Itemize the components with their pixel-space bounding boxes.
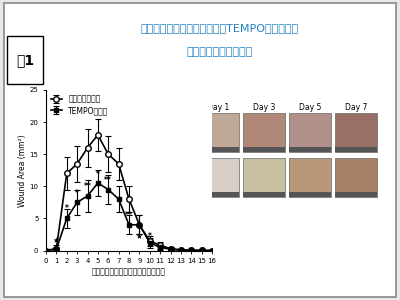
FancyBboxPatch shape [197, 112, 239, 152]
FancyBboxPatch shape [335, 112, 377, 152]
FancyBboxPatch shape [289, 112, 331, 152]
Text: **: ** [104, 176, 112, 185]
Text: *: * [96, 169, 100, 178]
Text: *: * [75, 189, 79, 198]
FancyBboxPatch shape [197, 147, 239, 152]
FancyBboxPatch shape [243, 112, 285, 152]
Legend: コントロール群, TEMPO吸入群: コントロール群, TEMPO吸入群 [50, 94, 109, 116]
Text: Day 7: Day 7 [345, 103, 367, 112]
Text: Day 3: Day 3 [253, 103, 275, 112]
FancyBboxPatch shape [243, 147, 285, 152]
FancyBboxPatch shape [7, 36, 43, 84]
Text: *: * [65, 204, 69, 213]
Text: 揮発性フェロトーシス阻害剤TEMPOの吸入では: 揮発性フェロトーシス阻害剤TEMPOの吸入では [141, 23, 299, 34]
X-axis label: 皮膚虚血再灌流後の時間経過（日）: 皮膚虚血再灌流後の時間経過（日） [92, 267, 166, 276]
FancyBboxPatch shape [197, 158, 239, 196]
FancyBboxPatch shape [243, 192, 285, 196]
Text: *: * [148, 232, 152, 241]
FancyBboxPatch shape [335, 192, 377, 196]
Text: ★: ★ [53, 236, 60, 245]
FancyBboxPatch shape [289, 147, 331, 152]
Text: Day 5: Day 5 [299, 103, 321, 112]
FancyBboxPatch shape [335, 147, 377, 152]
Text: **: ** [125, 211, 133, 220]
Text: **: ** [84, 182, 91, 191]
FancyBboxPatch shape [197, 192, 239, 196]
FancyBboxPatch shape [289, 192, 331, 196]
Y-axis label: Wound Area (mm²): Wound Area (mm²) [18, 134, 26, 207]
Text: ★: ★ [136, 232, 143, 241]
FancyBboxPatch shape [4, 3, 396, 297]
Text: 褥瘡の潰瘍が縮小する: 褥瘡の潰瘍が縮小する [187, 47, 253, 58]
FancyBboxPatch shape [243, 158, 285, 196]
FancyBboxPatch shape [289, 158, 331, 196]
Text: Day 1: Day 1 [207, 103, 229, 112]
FancyBboxPatch shape [335, 158, 377, 196]
Text: 図1: 図1 [16, 53, 34, 67]
Text: TEMPO吸入群: TEMPO吸入群 [172, 174, 209, 180]
Text: コントロール群: コントロール群 [180, 129, 209, 135]
